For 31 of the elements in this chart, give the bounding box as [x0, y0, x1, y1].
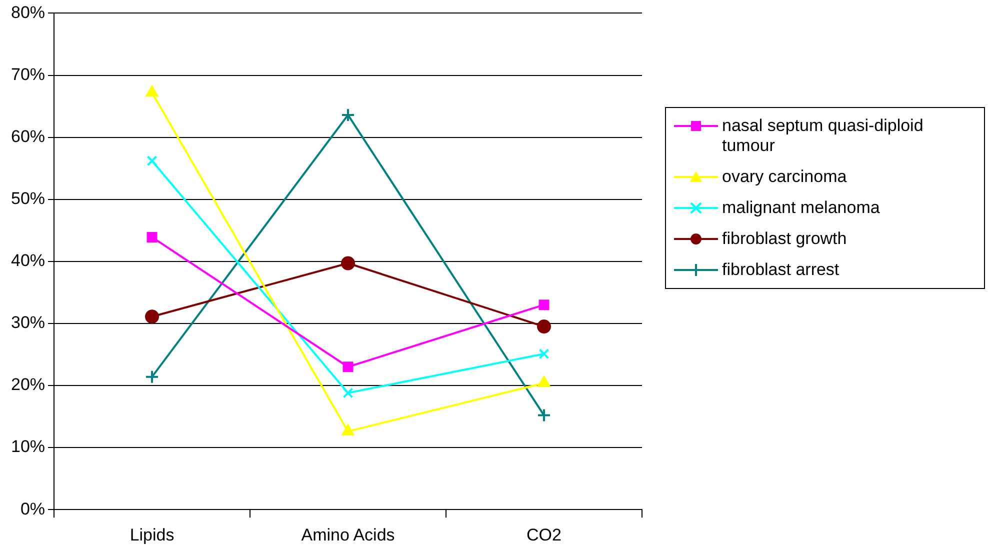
y-tick-label: 50%	[10, 189, 46, 208]
y-tick-label: 30%	[10, 313, 46, 332]
y-tick-label: 80%	[10, 2, 46, 22]
y-tick-label: 10%	[10, 437, 46, 456]
legend-label: fibroblast growth	[722, 229, 847, 249]
x-tick-label: Lipids	[130, 525, 174, 544]
legend-label: fibroblast arrest	[722, 260, 840, 280]
point	[342, 362, 354, 372]
point	[146, 232, 158, 242]
point	[341, 108, 356, 122]
y-tick-label: 0%	[20, 499, 46, 518]
legend-label: nasal septum quasi-diploid tumour	[722, 116, 924, 156]
point	[538, 376, 550, 388]
legend-label: malignant melanoma	[722, 198, 880, 218]
point	[537, 320, 552, 334]
point	[145, 370, 160, 384]
point	[537, 408, 552, 422]
x-tick-label: CO2	[526, 525, 562, 544]
point	[342, 388, 354, 398]
legend-label: ovary carcinoma	[722, 167, 847, 187]
point	[146, 156, 158, 166]
y-tick-label: 70%	[10, 64, 46, 84]
y-tick-label: 20%	[10, 375, 46, 394]
point	[341, 256, 356, 270]
point	[145, 310, 160, 324]
point	[146, 86, 158, 97]
y-tick-label: 40%	[10, 251, 46, 270]
y-tick-label: 60%	[10, 126, 46, 146]
point	[538, 348, 550, 360]
point	[538, 300, 550, 310]
x-tick-label: Amino Acids	[301, 525, 395, 544]
